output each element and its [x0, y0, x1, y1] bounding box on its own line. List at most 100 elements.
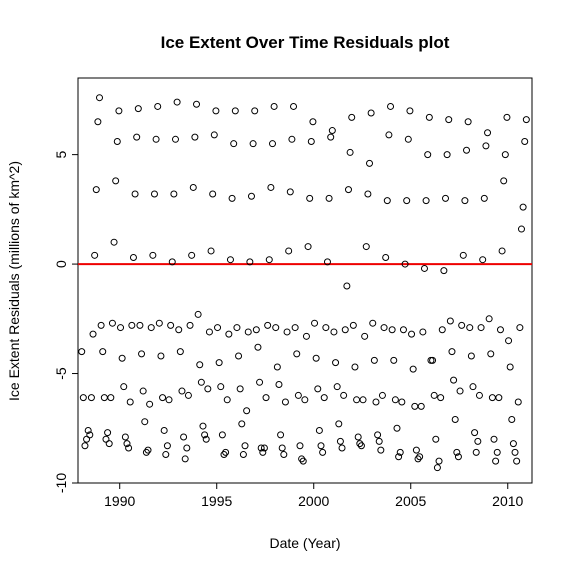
data-point	[409, 365, 417, 373]
x-tick-label: 1995	[201, 493, 232, 509]
y-tick-label: 0	[53, 260, 69, 268]
y-tick-label: -10	[53, 473, 69, 493]
data-point	[238, 420, 246, 428]
data-point	[471, 429, 479, 437]
data-point	[170, 190, 178, 198]
data-point	[163, 442, 171, 450]
data-point	[201, 431, 209, 439]
data-point	[314, 385, 322, 393]
data-point	[419, 328, 427, 336]
data-point	[149, 251, 157, 259]
data-point	[349, 321, 357, 329]
y-tick-label: -5	[53, 367, 69, 380]
data-point	[479, 256, 487, 264]
data-point	[212, 107, 220, 115]
data-point	[448, 348, 456, 356]
data-point	[398, 398, 406, 406]
data-point	[157, 352, 165, 360]
data-point	[249, 140, 257, 148]
data-point	[459, 251, 467, 259]
data-point	[359, 396, 367, 404]
data-point	[338, 444, 346, 452]
data-point	[514, 398, 522, 406]
data-point	[89, 330, 97, 338]
data-point	[393, 424, 401, 432]
data-point	[496, 326, 504, 334]
data-point	[366, 159, 374, 167]
data-point	[199, 422, 207, 430]
data-point	[472, 448, 480, 456]
data-points	[78, 94, 530, 472]
data-point	[215, 359, 223, 367]
data-point	[312, 354, 320, 362]
data-point	[205, 328, 213, 336]
data-point	[340, 391, 348, 399]
data-point	[108, 319, 116, 327]
data-point	[107, 394, 115, 402]
data-point	[155, 319, 163, 327]
data-point	[241, 442, 249, 450]
data-point	[228, 194, 236, 202]
data-point	[204, 385, 212, 393]
data-point	[152, 135, 160, 143]
data-point	[134, 105, 142, 113]
data-point	[112, 177, 120, 185]
data-point	[445, 116, 453, 124]
data-point	[513, 457, 521, 465]
data-point	[375, 437, 383, 445]
data-point	[325, 194, 333, 202]
data-point	[450, 376, 458, 384]
data-point	[364, 190, 372, 198]
data-point	[265, 256, 273, 264]
data-point	[399, 326, 407, 334]
data-point	[522, 116, 530, 124]
data-point	[401, 260, 409, 268]
data-point	[273, 363, 281, 371]
data-point	[136, 321, 144, 329]
data-point	[521, 137, 529, 145]
data-point	[309, 118, 317, 126]
data-point	[217, 383, 225, 391]
data-point	[396, 448, 404, 456]
data-point	[406, 107, 414, 115]
data-point	[367, 109, 375, 117]
data-point	[477, 324, 485, 332]
data-point	[191, 133, 199, 141]
data-point	[361, 332, 369, 340]
data-point	[298, 455, 306, 463]
data-point	[377, 446, 385, 454]
data-point	[264, 321, 272, 329]
data-point	[186, 321, 194, 329]
data-point	[159, 394, 167, 402]
data-point	[503, 113, 511, 121]
data-point	[133, 133, 141, 141]
data-point	[315, 426, 323, 434]
data-point	[454, 453, 462, 461]
data-point	[278, 444, 286, 452]
data-point	[341, 326, 349, 334]
data-point	[113, 137, 121, 145]
data-point	[83, 435, 91, 443]
data-point	[269, 140, 277, 148]
data-point	[336, 437, 344, 445]
data-point	[330, 328, 338, 336]
data-point	[202, 435, 210, 443]
data-point	[417, 402, 425, 410]
data-point	[117, 324, 125, 332]
data-point	[495, 394, 503, 402]
data-point	[285, 247, 293, 255]
data-point	[123, 440, 131, 448]
data-point	[84, 426, 92, 434]
data-point	[301, 396, 309, 404]
data-point	[176, 348, 184, 356]
data-point	[222, 448, 230, 456]
data-point	[81, 442, 89, 450]
data-point	[121, 433, 129, 441]
data-point	[260, 444, 268, 452]
data-point	[403, 197, 411, 205]
data-point	[412, 446, 420, 454]
data-point	[277, 431, 285, 439]
data-point	[385, 131, 393, 139]
data-point	[196, 361, 204, 369]
